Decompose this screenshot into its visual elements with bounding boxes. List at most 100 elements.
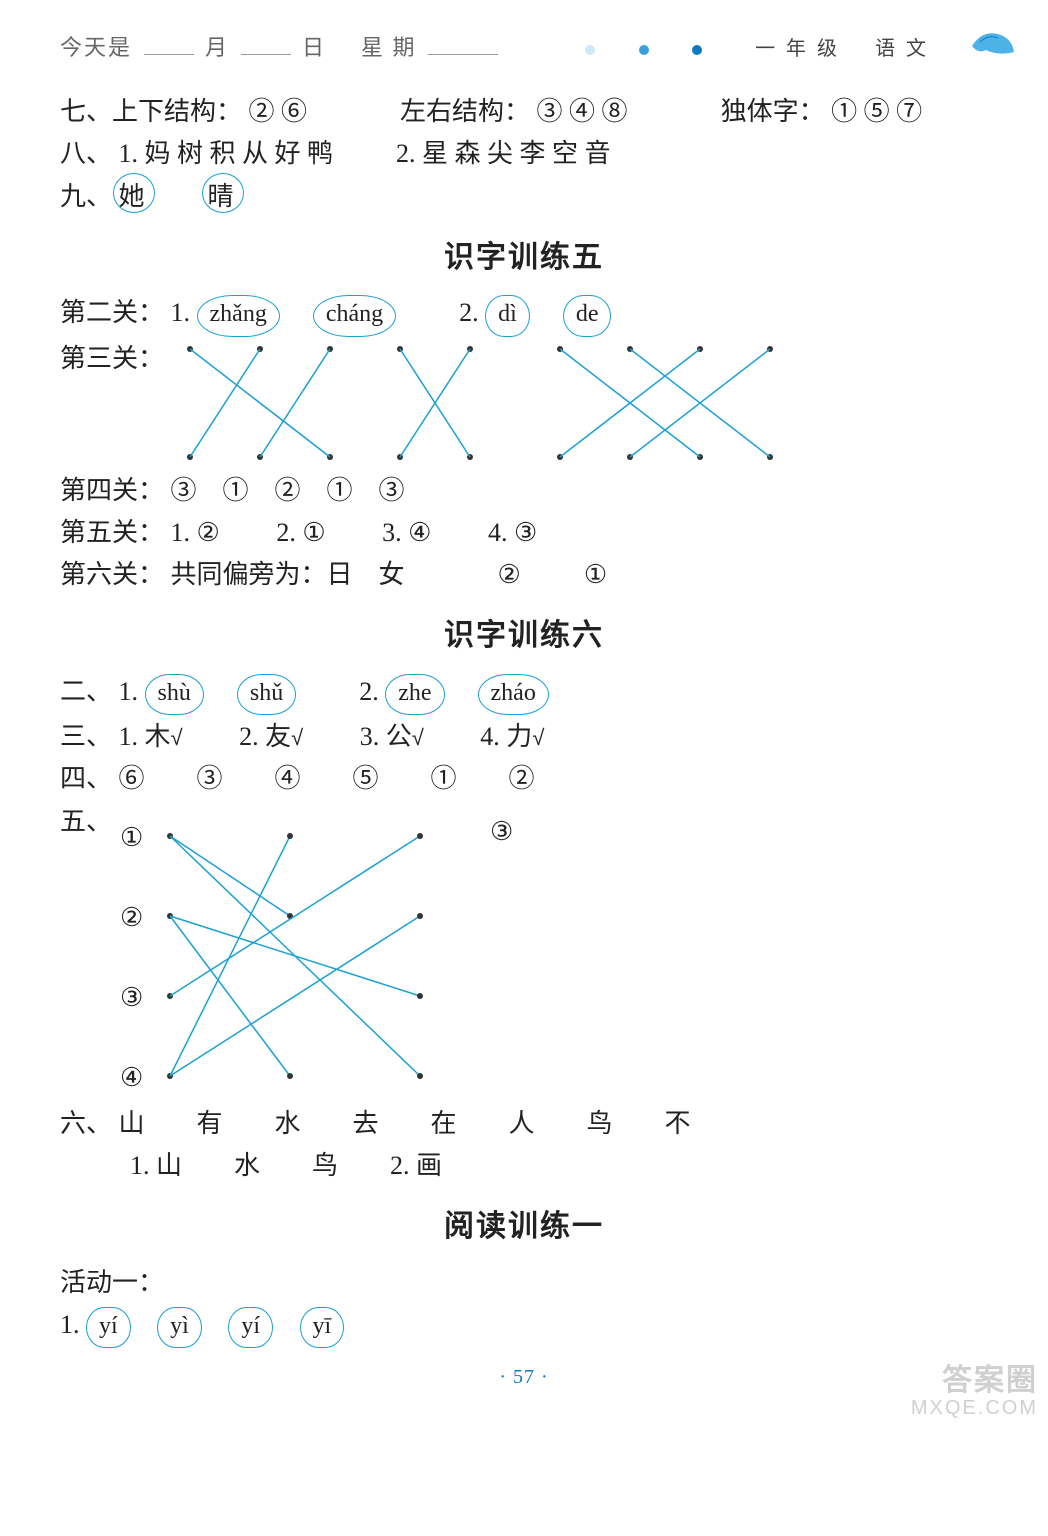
label: 六、 [60, 1109, 112, 1138]
dot-icon [692, 45, 702, 55]
watermark-en: MXQE.COM [911, 1397, 1038, 1419]
section-title-5: 识字训练五 [60, 235, 988, 282]
pinyin-oval: cháng [313, 295, 396, 336]
read-activity-label: 活动一： [60, 1263, 988, 1303]
header-day: 日 [302, 35, 326, 60]
bird-icon [968, 24, 1018, 66]
sec5-level6: 第六关： 共同偏旁为：日 女 ② ① [60, 555, 988, 595]
value: ③ ④ ⑧ [537, 97, 628, 126]
sec6-three: 三、 1. 木√ 2. 友√ 3. 公√ 4. 力√ [60, 717, 988, 757]
label: 五、 [60, 802, 112, 842]
label: 左右结构： [400, 97, 530, 126]
value: ⑥ ③ ④ ⑤ ① ② [119, 764, 535, 793]
ans-nine: 九、 她 晴 [60, 177, 988, 217]
section-title-6: 识字训练六 [60, 613, 988, 660]
watermark-cn: 答案圈 [911, 1364, 1038, 1397]
pinyin-oval: zhe [385, 674, 444, 715]
header-weekday: 星 期 [361, 35, 417, 60]
value: ② ⑥ [249, 97, 308, 126]
value: 3. 公 [360, 722, 412, 751]
value: 2. ① [276, 513, 325, 553]
sec6-six-sub: 1. 山 水 鸟 2. 画 [60, 1146, 988, 1186]
label: 第三关： [60, 339, 164, 379]
sec5-level2: 第二关： 1. zhǎng cháng 2. dì de [60, 293, 988, 336]
value: ③ [490, 812, 513, 852]
sec6-four: 四、 ⑥ ③ ④ ⑤ ① ② [60, 759, 988, 799]
value: ② [498, 560, 521, 589]
circled-char: 她 [119, 177, 145, 217]
value: ① ⑤ ⑦ [831, 97, 922, 126]
sec5-level4: 第四关： ③ ① ② ① ③ [60, 471, 988, 511]
pinyin-oval: de [563, 295, 612, 336]
label: 活动一： [60, 1268, 164, 1297]
dot-icon [639, 45, 649, 55]
value: 共同偏旁为：日 女 [171, 560, 405, 589]
num: 2. [459, 298, 479, 327]
page-header: 今天是 月 日 星 期 一 年 级 语 文 [60, 30, 988, 66]
label: 九、 [60, 182, 112, 211]
value: 1. 山 水 鸟 2. 画 [130, 1151, 442, 1180]
pinyin-oval: yí [86, 1307, 131, 1348]
pinyin-oval: shù [145, 674, 204, 715]
num: 1. [119, 677, 139, 706]
matching-diagram [180, 343, 940, 471]
header-weekday-blank [428, 36, 498, 55]
header-month-blank [144, 36, 194, 55]
value: 山 有 水 去 在 人 鸟 不 [119, 1109, 691, 1138]
pinyin-oval: yí [228, 1307, 273, 1348]
value: 2. 友 [239, 722, 291, 751]
check-icon: √ [412, 725, 424, 750]
label: 第二关： [60, 298, 164, 327]
value: 3. ④ [382, 513, 431, 553]
num: 2. [359, 677, 379, 706]
label: 独体字： [721, 97, 825, 126]
check-icon: √ [532, 725, 544, 750]
read-act1-ans: 1. yí yì yí yī [60, 1305, 988, 1348]
header-month: 月 [205, 35, 229, 60]
value: ③ ① ② ① ③ [171, 476, 405, 505]
sec6-six: 六、 山 有 水 去 在 人 鸟 不 [60, 1104, 988, 1144]
pinyin-oval: zhǎng [197, 295, 280, 336]
list-item: ① [120, 818, 143, 858]
label: 2. [396, 139, 422, 168]
sec6-five: 五、 ① ② ③ ④ ③ [60, 802, 988, 1102]
check-icon: √ [291, 725, 303, 750]
value: 4. 力 [480, 722, 532, 751]
pinyin-oval: zháo [478, 674, 549, 715]
label: 八、 [60, 139, 112, 168]
ans-seven: 七、上下结构： ② ⑥ 左右结构： ③ ④ ⑧ 独体字： ① ⑤ ⑦ [60, 92, 988, 132]
matching-diagram [160, 816, 460, 1106]
num: 1. [60, 1310, 80, 1339]
pinyin-oval: dì [485, 295, 530, 336]
header-subject: 语 文 [875, 38, 929, 60]
dot-icon [585, 45, 595, 55]
label: 七、上下结构： [60, 97, 242, 126]
watermark: 答案圈 MXQE.COM [911, 1364, 1038, 1419]
sec6-two: 二、 1. shù shǔ 2. zhe zháo [60, 672, 988, 715]
value: 妈 树 积 从 好 鸭 [145, 139, 334, 168]
list-item: ② [120, 898, 143, 938]
circled-char: 晴 [208, 177, 234, 217]
list-item: ④ [120, 1058, 143, 1098]
header-grade: 一 年 级 [755, 38, 840, 60]
label: 第五关： [60, 518, 164, 547]
num: 1. [171, 298, 191, 327]
page-number: · 57 · [60, 1366, 988, 1389]
value: 4. ③ [488, 513, 537, 553]
section-title-read: 阅读训练一 [60, 1204, 988, 1251]
pinyin-oval: yī [300, 1307, 345, 1348]
header-today: 今天是 [60, 35, 132, 60]
value: 1. 木 [119, 722, 171, 751]
label: 第六关： [60, 560, 164, 589]
sec5-level5: 第五关： 1. ② 2. ① 3. ④ 4. ③ [60, 513, 988, 553]
list-item: ③ [120, 978, 143, 1018]
label: 二、 [60, 677, 112, 706]
pinyin-oval: yì [157, 1307, 202, 1348]
pinyin-oval: shǔ [237, 674, 296, 715]
label: 1. [119, 139, 145, 168]
header-day-blank [241, 36, 291, 55]
value: ① [584, 560, 607, 589]
label: 第四关： [60, 476, 164, 505]
ans-eight: 八、 1. 妈 树 积 从 好 鸭 2. 星 森 尖 李 空 音 [60, 134, 988, 174]
check-icon: √ [171, 725, 183, 750]
